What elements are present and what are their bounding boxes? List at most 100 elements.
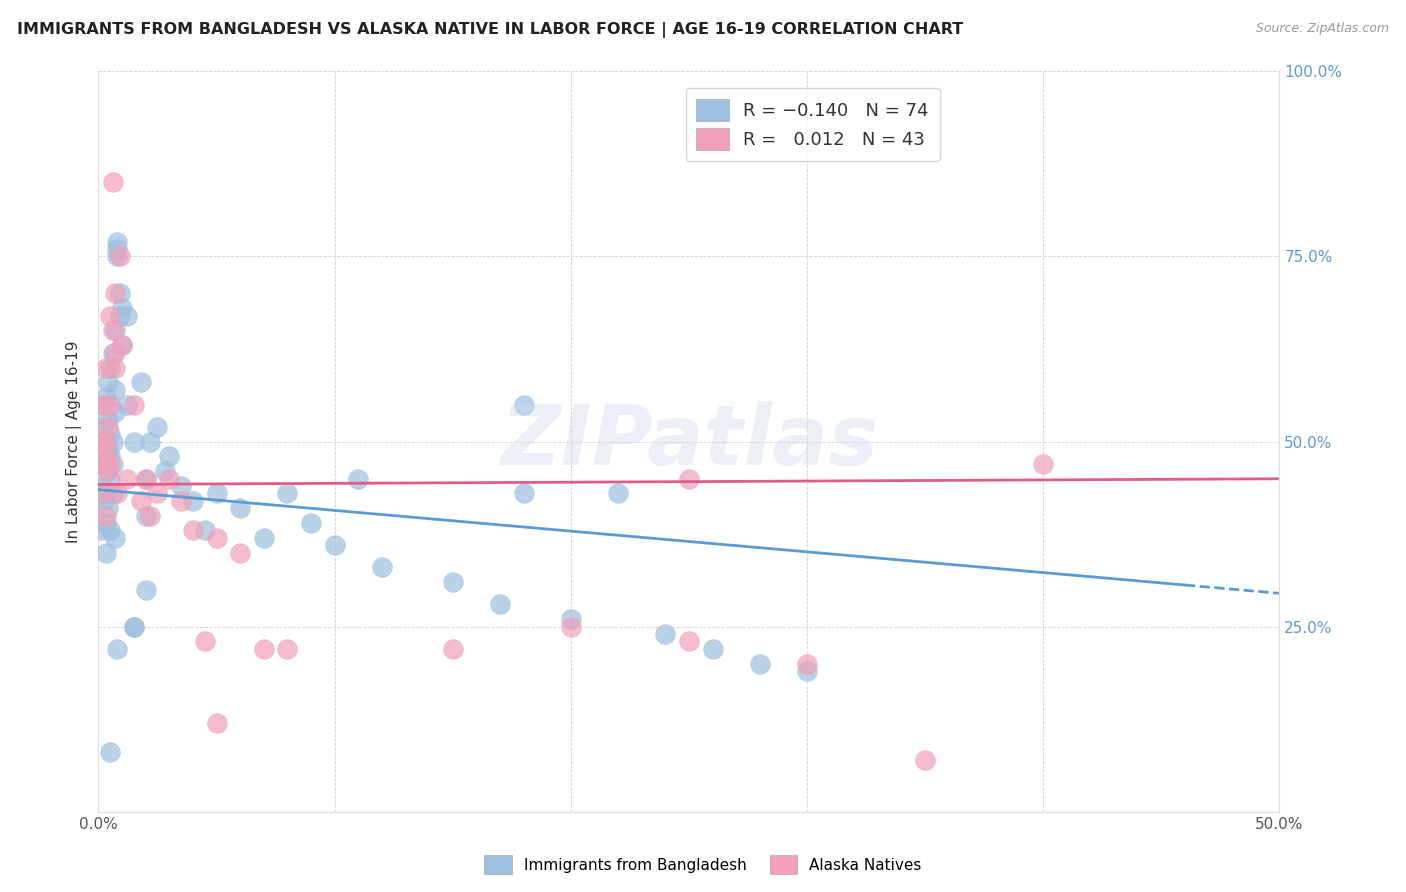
Point bbox=[97, 464, 120, 478]
Point bbox=[654, 627, 676, 641]
Point bbox=[194, 634, 217, 648]
Point bbox=[94, 486, 117, 500]
Point bbox=[104, 286, 127, 301]
Point bbox=[170, 479, 193, 493]
Point bbox=[104, 360, 127, 375]
Point bbox=[146, 419, 169, 434]
Point bbox=[111, 338, 134, 352]
Point bbox=[441, 641, 464, 656]
Point bbox=[1032, 457, 1054, 471]
Point bbox=[157, 450, 180, 464]
Point bbox=[91, 398, 114, 412]
Legend: Immigrants from Bangladesh, Alaska Natives: Immigrants from Bangladesh, Alaska Nativ… bbox=[478, 849, 928, 880]
Point bbox=[98, 746, 121, 760]
Point bbox=[194, 524, 217, 538]
Point bbox=[101, 457, 124, 471]
Point bbox=[371, 560, 394, 574]
Point bbox=[104, 383, 127, 397]
Point bbox=[101, 175, 124, 190]
Point bbox=[101, 324, 124, 338]
Point bbox=[94, 546, 117, 560]
Point bbox=[105, 486, 128, 500]
Point bbox=[105, 250, 128, 264]
Point bbox=[111, 338, 134, 352]
Point bbox=[299, 516, 322, 530]
Point bbox=[181, 524, 204, 538]
Point bbox=[97, 376, 120, 390]
Point bbox=[94, 508, 117, 523]
Point bbox=[139, 434, 162, 449]
Point bbox=[98, 471, 121, 485]
Point bbox=[441, 575, 464, 590]
Point bbox=[98, 457, 121, 471]
Point bbox=[101, 345, 124, 359]
Text: ZIPatlas: ZIPatlas bbox=[501, 401, 877, 482]
Point bbox=[94, 457, 117, 471]
Point bbox=[323, 538, 346, 552]
Point bbox=[97, 442, 120, 456]
Point bbox=[111, 301, 134, 316]
Point bbox=[98, 524, 121, 538]
Point bbox=[90, 434, 112, 449]
Point bbox=[94, 434, 117, 449]
Point bbox=[122, 619, 145, 633]
Point bbox=[146, 486, 169, 500]
Point bbox=[105, 641, 128, 656]
Point bbox=[98, 360, 121, 375]
Legend: R = −0.140   N = 74, R =   0.012   N = 43: R = −0.140 N = 74, R = 0.012 N = 43 bbox=[686, 87, 939, 161]
Point bbox=[108, 309, 131, 323]
Point bbox=[139, 508, 162, 523]
Point bbox=[97, 419, 120, 434]
Text: IMMIGRANTS FROM BANGLADESH VS ALASKA NATIVE IN LABOR FORCE | AGE 16-19 CORRELATI: IMMIGRANTS FROM BANGLADESH VS ALASKA NAT… bbox=[17, 22, 963, 38]
Point bbox=[129, 376, 152, 390]
Point bbox=[105, 242, 128, 256]
Point bbox=[91, 493, 114, 508]
Y-axis label: In Labor Force | Age 16-19: In Labor Force | Age 16-19 bbox=[66, 340, 83, 543]
Point bbox=[108, 286, 131, 301]
Point bbox=[98, 450, 121, 464]
Point bbox=[181, 493, 204, 508]
Point bbox=[205, 531, 228, 545]
Point bbox=[90, 434, 112, 449]
Point bbox=[91, 398, 114, 412]
Point bbox=[512, 486, 534, 500]
Point bbox=[607, 486, 630, 500]
Point bbox=[157, 471, 180, 485]
Point bbox=[347, 471, 370, 485]
Point bbox=[512, 398, 534, 412]
Point bbox=[276, 641, 298, 656]
Point bbox=[229, 501, 252, 516]
Point bbox=[253, 531, 276, 545]
Point bbox=[678, 471, 700, 485]
Point bbox=[104, 531, 127, 545]
Point bbox=[796, 664, 818, 678]
Point bbox=[748, 657, 770, 671]
Point bbox=[91, 486, 114, 500]
Point bbox=[94, 390, 117, 404]
Point bbox=[108, 250, 131, 264]
Point bbox=[90, 479, 112, 493]
Point bbox=[104, 345, 127, 359]
Point bbox=[94, 434, 117, 449]
Point bbox=[135, 582, 157, 597]
Point bbox=[702, 641, 724, 656]
Point bbox=[97, 464, 120, 478]
Point bbox=[122, 398, 145, 412]
Point bbox=[914, 753, 936, 767]
Point bbox=[122, 434, 145, 449]
Point bbox=[170, 493, 193, 508]
Point bbox=[90, 524, 112, 538]
Point bbox=[101, 434, 124, 449]
Point bbox=[276, 486, 298, 500]
Point bbox=[97, 412, 120, 426]
Point bbox=[153, 464, 176, 478]
Point bbox=[489, 598, 512, 612]
Point bbox=[253, 641, 276, 656]
Point bbox=[91, 419, 114, 434]
Point bbox=[560, 612, 582, 626]
Point bbox=[104, 405, 127, 419]
Point bbox=[205, 486, 228, 500]
Point bbox=[205, 715, 228, 730]
Point bbox=[796, 657, 818, 671]
Point bbox=[115, 398, 138, 412]
